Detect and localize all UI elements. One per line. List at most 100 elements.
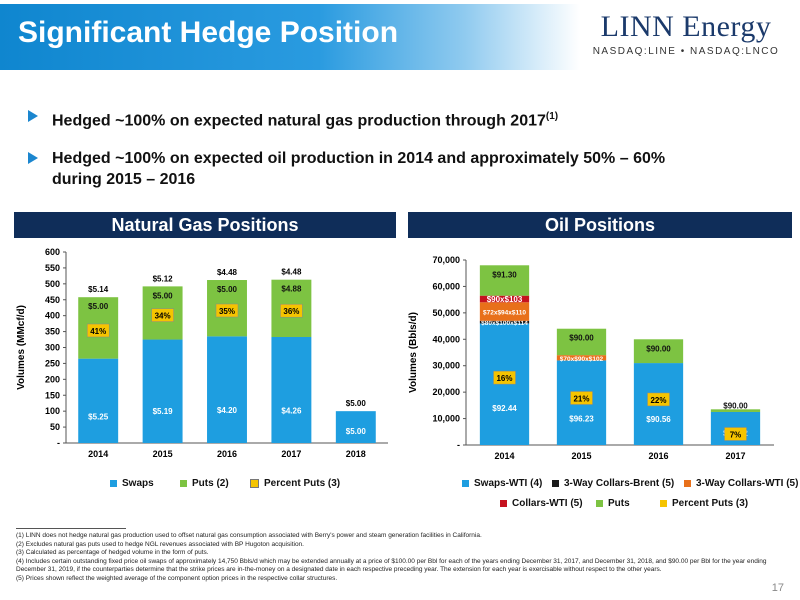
y-tick-label: 550 bbox=[45, 263, 60, 273]
y-tick-label: 50 bbox=[50, 422, 60, 432]
percent-puts-box bbox=[570, 391, 593, 405]
percent-puts-label: 16% bbox=[496, 374, 512, 383]
footnote: (3) Calculated as percentage of hedged v… bbox=[16, 549, 209, 557]
data-label: $96.23 bbox=[569, 414, 594, 423]
total-label: $4.48 bbox=[281, 268, 302, 277]
data-label: $80x$100x$114 bbox=[481, 320, 528, 327]
total-label: $4.48 bbox=[217, 268, 238, 277]
y-tick-label: - bbox=[57, 438, 60, 448]
x-tick-label: 2014 bbox=[494, 451, 514, 461]
bullet-gas: Hedged ~100% on expected natural gas pro… bbox=[28, 106, 768, 131]
footnotes: (1) LINN does not hedge natural gas prod… bbox=[16, 532, 776, 584]
legend-swatch bbox=[110, 480, 117, 487]
bar-segment bbox=[479, 302, 530, 321]
legend-oil-percent-puts: Percent Puts (3) bbox=[660, 498, 748, 509]
legend-swatch bbox=[684, 480, 691, 487]
data-label: $90.00 bbox=[569, 334, 594, 343]
footnote: (5) Prices shown reflect the weighted av… bbox=[16, 574, 338, 582]
legend-label: Swaps bbox=[122, 478, 154, 489]
legend-label: 3-Way Collars-WTI (5) bbox=[696, 478, 799, 489]
title-band bbox=[0, 4, 580, 70]
x-tick-label: 2017 bbox=[725, 451, 745, 461]
y-tick-label: 200 bbox=[45, 374, 60, 384]
data-label: $90.00 bbox=[723, 401, 748, 410]
bar-segment bbox=[78, 358, 119, 443]
legend-swatch bbox=[596, 500, 603, 507]
bar-segment bbox=[710, 409, 761, 412]
y-tick-label: 100 bbox=[45, 406, 60, 416]
x-tick-label: 2017 bbox=[281, 449, 301, 459]
bar-segment bbox=[479, 265, 530, 296]
data-label: $5.00 bbox=[153, 291, 174, 300]
data-label: $5.25 bbox=[88, 412, 109, 421]
y-tick-label: 30,000 bbox=[432, 361, 460, 371]
x-tick-label: 2016 bbox=[217, 449, 237, 459]
bar-segment bbox=[479, 295, 530, 303]
data-label: $4.88 bbox=[281, 285, 302, 294]
legend-label: Collars-WTI (5) bbox=[512, 498, 583, 509]
footnote: (2) Excludes natural gas puts used to he… bbox=[16, 540, 304, 548]
y-axis-label: Volumes (Bbls/d) bbox=[408, 312, 419, 393]
page-number: 17 bbox=[771, 582, 784, 594]
y-tick-label: 150 bbox=[45, 390, 60, 400]
total-label: $5.12 bbox=[153, 274, 174, 283]
legend-label: Puts bbox=[608, 498, 630, 509]
legend-label: Puts (2) bbox=[192, 478, 229, 489]
y-tick-label: 70,000 bbox=[432, 255, 460, 265]
bar-segment bbox=[271, 336, 312, 443]
percent-puts-label: 34% bbox=[155, 312, 171, 321]
legend-swaps: Swaps bbox=[110, 478, 154, 489]
percent-puts-box bbox=[86, 323, 110, 338]
bullet-gas-sup: (1) bbox=[545, 111, 559, 122]
y-tick-label: 250 bbox=[45, 358, 60, 368]
legend-puts: Puts (2) bbox=[180, 478, 229, 489]
data-label: $91.30 bbox=[492, 270, 517, 279]
legend-collars: Collars-WTI (5) bbox=[500, 498, 583, 509]
data-label: $4.20 bbox=[217, 406, 238, 415]
legend-label: 3-Way Collars-Brent (5) bbox=[564, 478, 675, 489]
data-label: $92.44 bbox=[492, 404, 517, 413]
legend-swatch bbox=[462, 480, 469, 487]
header: Significant Hedge Position LINN Energy N… bbox=[0, 0, 800, 76]
logo-ticker: NASDAQ:LINE • NASDAQ:LNCO bbox=[592, 46, 780, 57]
y-axis-label: Volumes (MMcf/d) bbox=[16, 305, 27, 390]
percent-puts-label: 36% bbox=[283, 307, 299, 316]
page-title: Significant Hedge Position bbox=[18, 16, 399, 49]
x-tick-label: 2018 bbox=[346, 449, 366, 459]
bar-segment bbox=[142, 339, 183, 443]
gas-panel-title: Natural Gas Positions bbox=[14, 212, 396, 238]
legend-wti3: 3-Way Collars-WTI (5) bbox=[684, 478, 798, 489]
data-label: $90.00 bbox=[646, 344, 671, 353]
footnote: (4) Includes certain outstanding fixed p… bbox=[16, 557, 767, 574]
legend-swatch bbox=[552, 480, 559, 487]
y-tick-label: 350 bbox=[45, 327, 60, 337]
percent-puts-box bbox=[280, 303, 303, 318]
bar-segment bbox=[207, 336, 247, 443]
data-label: $5.00 bbox=[88, 302, 109, 311]
bar-segment bbox=[556, 355, 607, 361]
legend-swatch bbox=[250, 479, 259, 488]
y-tick-label: 500 bbox=[45, 279, 60, 289]
x-tick-label: 2014 bbox=[88, 449, 108, 459]
bullet-oil-text: Hedged ~100% on expected oil production … bbox=[52, 150, 666, 188]
legend-oil-puts: Puts bbox=[596, 498, 630, 509]
footnote: (1) LINN does not hedge natural gas prod… bbox=[16, 532, 482, 539]
percent-puts-label: 21% bbox=[573, 394, 589, 403]
logo-name: LINN Energy bbox=[600, 10, 772, 43]
x-tick-label: 2015 bbox=[571, 451, 591, 461]
bullet-arrow-icon bbox=[28, 110, 38, 122]
oil-panel-title: Oil Positions bbox=[408, 212, 792, 238]
y-tick-label: 450 bbox=[45, 295, 60, 305]
bullet-gas-text: Hedged ~100% on expected natural gas pro… bbox=[52, 112, 546, 130]
percent-puts-label: 22% bbox=[650, 396, 666, 405]
bar-segment bbox=[479, 320, 530, 324]
percent-puts-box bbox=[493, 370, 516, 385]
percent-puts-box bbox=[647, 392, 670, 407]
bullet-arrow-icon bbox=[28, 152, 38, 164]
percent-puts-box bbox=[151, 308, 174, 322]
y-tick-label: 600 bbox=[45, 247, 60, 257]
bar-segment bbox=[633, 339, 684, 364]
percent-puts-box bbox=[215, 303, 239, 318]
gas-chart: - 50 100 150 200 250 300 350 400 450 500 550 600 Volu… bbox=[16, 247, 388, 459]
y-tick-label: 50,000 bbox=[432, 308, 460, 318]
